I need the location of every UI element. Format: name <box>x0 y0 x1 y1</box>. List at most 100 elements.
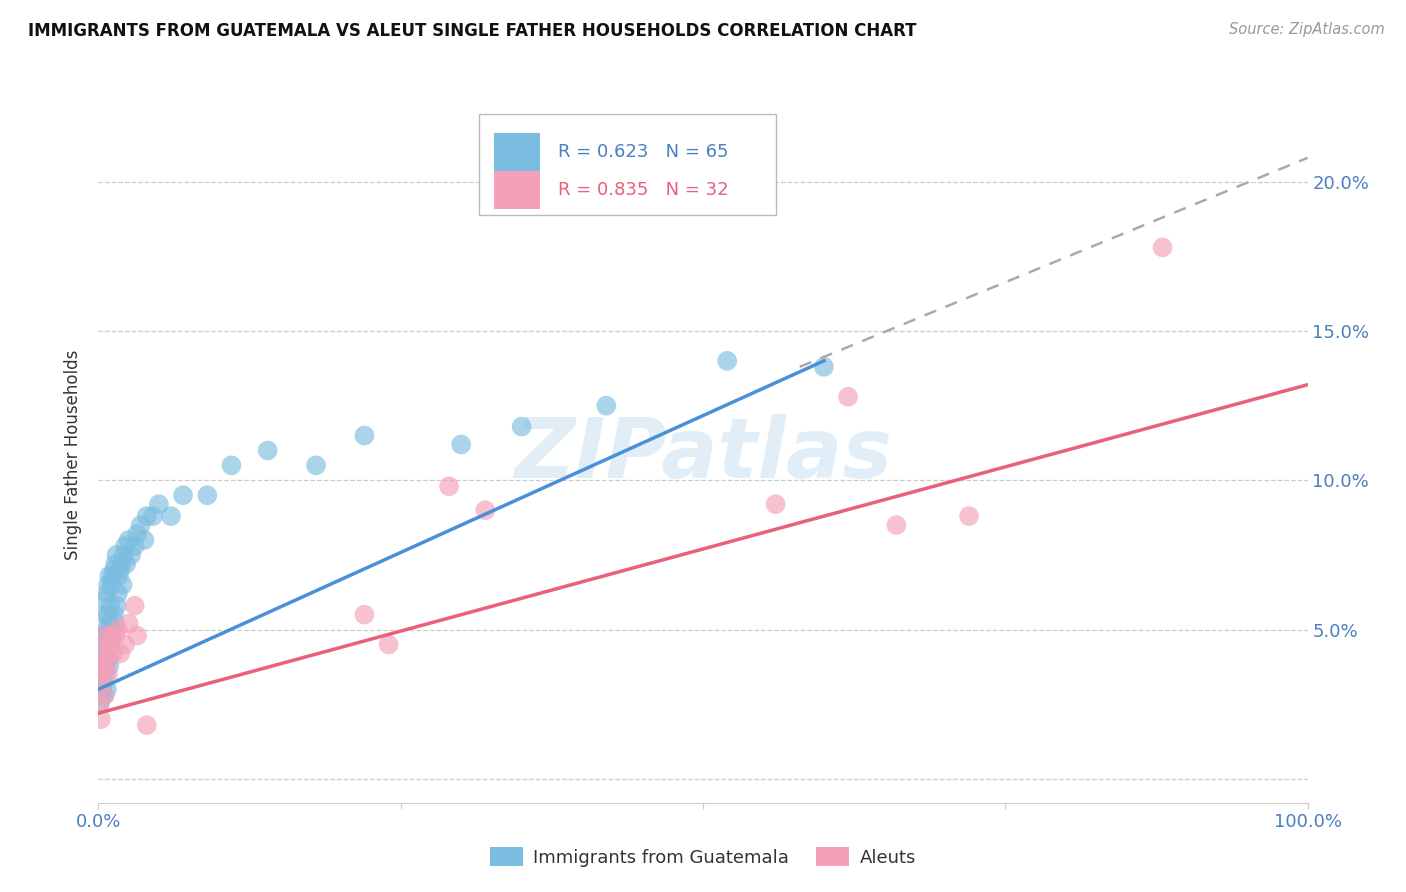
Point <box>124 599 146 613</box>
Point <box>89 667 111 681</box>
Point <box>148 497 170 511</box>
Point <box>716 354 738 368</box>
Text: R = 0.623   N = 65: R = 0.623 N = 65 <box>558 144 728 161</box>
Point <box>98 569 121 583</box>
Point <box>108 569 131 583</box>
Point <box>450 437 472 451</box>
Point <box>115 557 138 571</box>
Point <box>90 688 112 702</box>
FancyBboxPatch shape <box>494 170 540 209</box>
Text: R = 0.835   N = 32: R = 0.835 N = 32 <box>558 181 728 199</box>
Point <box>221 458 243 473</box>
Text: ZIPatlas: ZIPatlas <box>515 415 891 495</box>
Point <box>98 647 121 661</box>
Point <box>96 682 118 697</box>
Point <box>510 419 533 434</box>
Point <box>108 647 131 661</box>
Point <box>124 539 146 553</box>
Point <box>91 652 114 666</box>
Point <box>305 458 328 473</box>
Point <box>100 578 122 592</box>
Point <box>135 509 157 524</box>
Text: Source: ZipAtlas.com: Source: ZipAtlas.com <box>1229 22 1385 37</box>
Point <box>127 629 149 643</box>
Point <box>93 688 115 702</box>
Point <box>91 676 114 690</box>
Point <box>114 539 136 553</box>
Point <box>94 592 117 607</box>
Point <box>89 658 111 673</box>
Point <box>101 623 124 637</box>
Point <box>135 718 157 732</box>
Point <box>100 638 122 652</box>
Point <box>111 578 134 592</box>
Point <box>98 658 121 673</box>
Point <box>957 509 980 524</box>
Point <box>256 443 278 458</box>
Legend: Immigrants from Guatemala, Aleuts: Immigrants from Guatemala, Aleuts <box>482 840 924 874</box>
Point <box>437 479 460 493</box>
Point <box>94 658 117 673</box>
Point <box>93 607 115 622</box>
Point <box>96 587 118 601</box>
Point <box>90 712 112 726</box>
Point <box>105 599 128 613</box>
Point <box>134 533 156 547</box>
Point <box>101 647 124 661</box>
Point <box>107 623 129 637</box>
Point <box>98 616 121 631</box>
Point <box>101 569 124 583</box>
Point <box>103 607 125 622</box>
Point <box>108 563 131 577</box>
Point <box>97 667 120 681</box>
Point <box>104 629 127 643</box>
Point <box>93 652 115 666</box>
Point <box>96 623 118 637</box>
Point <box>105 548 128 562</box>
Point <box>90 676 112 690</box>
Point <box>91 658 114 673</box>
Point <box>160 509 183 524</box>
Point <box>837 390 859 404</box>
Point <box>91 682 114 697</box>
Point <box>142 509 165 524</box>
Point <box>103 563 125 577</box>
Point <box>120 548 142 562</box>
Point <box>474 503 496 517</box>
Point <box>90 647 112 661</box>
Point <box>172 488 194 502</box>
Point <box>94 667 117 681</box>
Point <box>89 698 111 712</box>
Y-axis label: Single Father Households: Single Father Households <box>65 350 83 560</box>
Point <box>114 638 136 652</box>
Point <box>93 629 115 643</box>
Point <box>91 629 114 643</box>
Point <box>107 587 129 601</box>
Point <box>97 578 120 592</box>
Text: IMMIGRANTS FROM GUATEMALA VS ALEUT SINGLE FATHER HOUSEHOLDS CORRELATION CHART: IMMIGRANTS FROM GUATEMALA VS ALEUT SINGL… <box>28 22 917 40</box>
Point <box>595 399 617 413</box>
Point <box>104 557 127 571</box>
Point <box>112 548 135 562</box>
Point <box>97 607 120 622</box>
Point <box>93 688 115 702</box>
Point <box>813 359 835 374</box>
Point <box>89 698 111 712</box>
Point <box>91 638 114 652</box>
Point <box>100 638 122 652</box>
Point <box>129 518 152 533</box>
Point <box>96 638 118 652</box>
Point <box>195 488 218 502</box>
Point <box>91 667 114 681</box>
Point <box>100 629 122 643</box>
Point <box>100 629 122 643</box>
Point <box>886 518 908 533</box>
Point <box>110 557 132 571</box>
FancyBboxPatch shape <box>479 114 776 215</box>
Point <box>1152 240 1174 254</box>
Point <box>97 652 120 666</box>
Point <box>353 607 375 622</box>
Point <box>118 616 141 631</box>
Point <box>377 638 399 652</box>
Point <box>104 616 127 631</box>
